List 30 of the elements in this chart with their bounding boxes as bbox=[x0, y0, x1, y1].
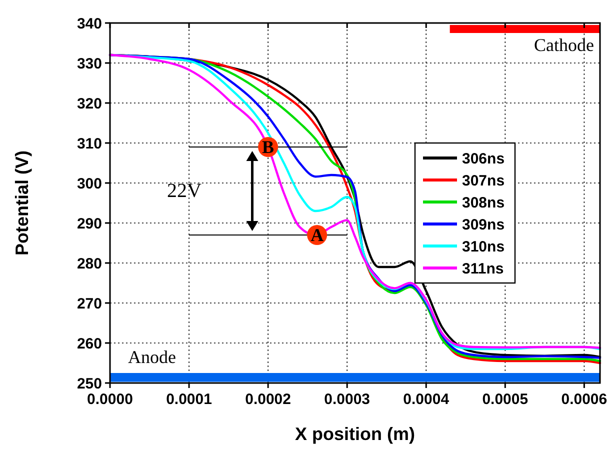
annotation: Anode bbox=[128, 347, 176, 367]
y-tick-label: 310 bbox=[76, 136, 102, 152]
x-tick-label: 0.0001 bbox=[166, 391, 212, 408]
y-tick-label: 260 bbox=[76, 336, 102, 352]
y-tick-label: 290 bbox=[76, 216, 102, 232]
legend-label: 311ns bbox=[462, 260, 504, 278]
y-tick-label: 320 bbox=[76, 96, 102, 112]
y-tick-label: 330 bbox=[76, 56, 102, 72]
x-tick-label: 0.0002 bbox=[245, 391, 292, 408]
annotation: Cathode bbox=[534, 35, 594, 55]
x-tick-label: 0.0003 bbox=[324, 391, 370, 408]
annotation: B bbox=[262, 137, 274, 157]
y-tick-label: 340 bbox=[76, 16, 102, 32]
x-tick-label: 0.0004 bbox=[403, 391, 450, 408]
legend-label: 307ns bbox=[462, 172, 505, 190]
y-tick-label: 250 bbox=[76, 376, 102, 392]
y-tick-label: 280 bbox=[76, 256, 102, 272]
x-tick-label: 0.0006 bbox=[561, 391, 607, 408]
x-axis-title: X position (m) bbox=[295, 424, 415, 444]
legend-label: 309ns bbox=[462, 216, 505, 234]
x-tick-label: 0.0005 bbox=[482, 391, 528, 408]
x-tick-label: 0.0000 bbox=[87, 391, 133, 408]
y-axis-title: Potential (V) bbox=[12, 150, 32, 256]
y-tick-label: 270 bbox=[76, 296, 102, 312]
annotation: A bbox=[310, 225, 324, 245]
legend-label: 308ns bbox=[462, 194, 505, 212]
legend-label: 306ns bbox=[462, 150, 505, 168]
y-tick-label: 300 bbox=[76, 176, 102, 192]
legend-label: 310ns bbox=[462, 238, 505, 256]
annotation: 22V bbox=[167, 180, 202, 202]
